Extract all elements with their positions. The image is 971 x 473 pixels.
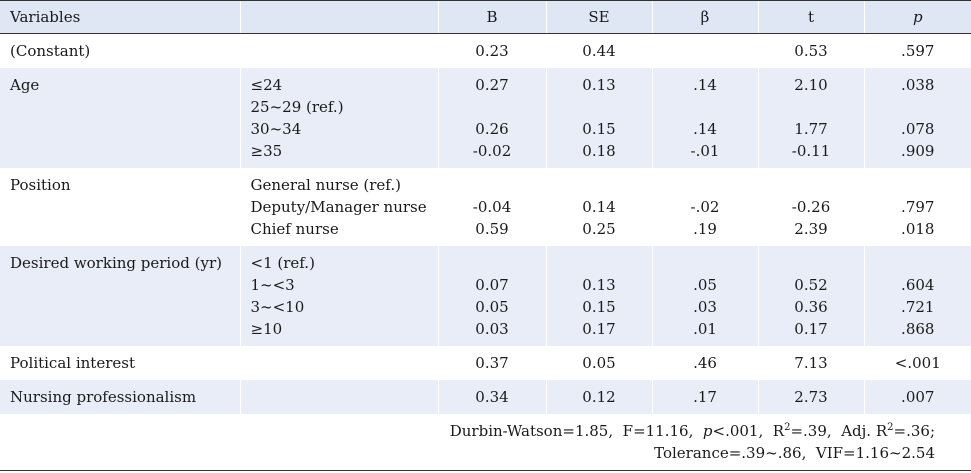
- header-t: t: [757, 0, 864, 34]
- table-row: (Constant) 0.23 0.44 0.53 .597: [0, 33, 971, 68]
- cell-b: 0.07 0.05 0.03: [437, 246, 546, 346]
- model-summary: Durbin-Watson=1.85, F=11.16, p<.001, R2=…: [437, 414, 971, 471]
- cell-p: .604.721.868: [863, 246, 971, 346]
- cell-beta: .17: [651, 380, 758, 414]
- table-row: Political interest 0.37 0.05 .46 7.13 <.…: [0, 346, 971, 380]
- table-row: Age ≤24 25~29 (ref.) 30~34 ≥35 0.27 0.26-…: [0, 68, 971, 168]
- cell-beta: .14.14 -.01: [651, 68, 758, 168]
- table-row: Nursing professionalism 0.34 0.12 .17 2.…: [0, 380, 971, 414]
- cell-b: 0.27 0.26 -0.02: [437, 68, 546, 168]
- cell-p: .007: [863, 380, 971, 414]
- cell-t: 2.10 1.77 -0.11: [757, 68, 864, 168]
- row-label: Position: [10, 176, 71, 194]
- header-row: Variables B SE β t p: [0, 0, 971, 34]
- cell-se: 0.44: [545, 33, 652, 68]
- cell-se: 0.13 0.15 0.17: [545, 246, 652, 346]
- cell-p: .597: [863, 33, 971, 68]
- header-b: B: [437, 0, 546, 34]
- cell-beta: .05.03.01: [651, 246, 758, 346]
- category-list: General nurse (ref.) Deputy/Manager nurs…: [239, 168, 438, 246]
- cell-p: .038.078.909: [863, 68, 971, 168]
- cell-t: 0.53: [757, 33, 864, 68]
- cell-beta: [651, 33, 758, 68]
- row-label: Desired working period (yr): [10, 254, 222, 272]
- cell-beta: -.02.19: [651, 168, 758, 246]
- category-list: <1 (ref.) 1~<3 3~<10 ≥10: [239, 246, 438, 346]
- header-se: SE: [545, 0, 652, 34]
- cell-se: 0.13 0.15 0.18: [545, 68, 652, 168]
- table-row: Desired working period (yr) <1 (ref.) 1~…: [0, 246, 971, 346]
- row-label: Political interest: [10, 354, 135, 372]
- row-label: Nursing professionalism: [10, 388, 197, 406]
- header-category: [239, 0, 438, 34]
- cell-b: 0.23: [437, 33, 546, 68]
- row-label: Age: [10, 76, 40, 94]
- cell-b: 0.34: [437, 380, 546, 414]
- header-variables: Variables: [0, 0, 240, 34]
- cell-p: <.001: [863, 346, 971, 380]
- cell-t: 2.73: [757, 380, 864, 414]
- table-row: Position General nurse (ref.) Deputy/Man…: [0, 168, 971, 246]
- header-p: p: [863, 0, 971, 34]
- cell-t: -0.26 2.39: [757, 168, 864, 246]
- cell-b: -0.04 0.59: [437, 168, 546, 246]
- row-label: (Constant): [10, 42, 91, 60]
- cell-se: 0.14 0.25: [545, 168, 652, 246]
- cell-t: 0.52 0.36 0.17: [757, 246, 864, 346]
- model-summary-row: Durbin-Watson=1.85, F=11.16, p<.001, R2=…: [0, 414, 971, 471]
- cell-se: 0.05: [545, 346, 652, 380]
- category-list: ≤24 25~29 (ref.) 30~34 ≥35: [239, 68, 438, 168]
- cell-p: .797.018: [863, 168, 971, 246]
- cell-beta: .46: [651, 346, 758, 380]
- cell-se: 0.12: [545, 380, 652, 414]
- cell-b: 0.37: [437, 346, 546, 380]
- cell-t: 7.13: [757, 346, 864, 380]
- header-beta: β: [651, 0, 758, 34]
